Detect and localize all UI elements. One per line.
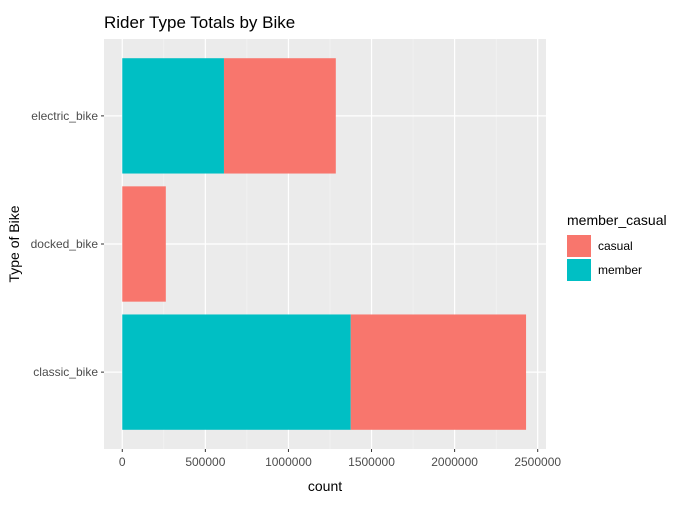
- legend-title: member_casual: [567, 212, 667, 228]
- y-tick-label: classic_bike: [33, 365, 98, 379]
- x-axis: 0 500000 1000000 1500000 2000000 2500000: [119, 449, 561, 469]
- bars: [122, 58, 527, 430]
- x-tick-label: 1000000: [265, 455, 312, 469]
- bar-electric-bike-member: [122, 58, 224, 174]
- y-axis-title: Type of Bike: [6, 205, 22, 282]
- x-tick-label: 1500000: [348, 455, 395, 469]
- x-axis-title: count: [308, 478, 342, 494]
- legend-label-casual: casual: [598, 239, 633, 253]
- bar-classic-bike-casual: [350, 314, 527, 430]
- x-tick-label: 2500000: [514, 455, 561, 469]
- x-tick-label: 500000: [185, 455, 225, 469]
- bar-classic-bike-member: [122, 314, 351, 430]
- legend-label-member: member: [598, 263, 642, 277]
- x-tick-label: 2000000: [431, 455, 478, 469]
- y-tick-label: electric_bike: [31, 109, 98, 123]
- legend-key-casual: [567, 235, 591, 257]
- y-axis: classic_bike docked_bike electric_bike: [31, 109, 104, 379]
- chart-title: Rider Type Totals by Bike: [104, 13, 295, 32]
- y-tick-label: docked_bike: [31, 237, 99, 251]
- legend: casual member: [567, 235, 642, 281]
- bar-docked-bike-casual: [122, 186, 166, 302]
- bar-electric-bike-casual: [223, 58, 336, 174]
- legend-key-member: [567, 259, 591, 281]
- x-tick-label: 0: [119, 455, 126, 469]
